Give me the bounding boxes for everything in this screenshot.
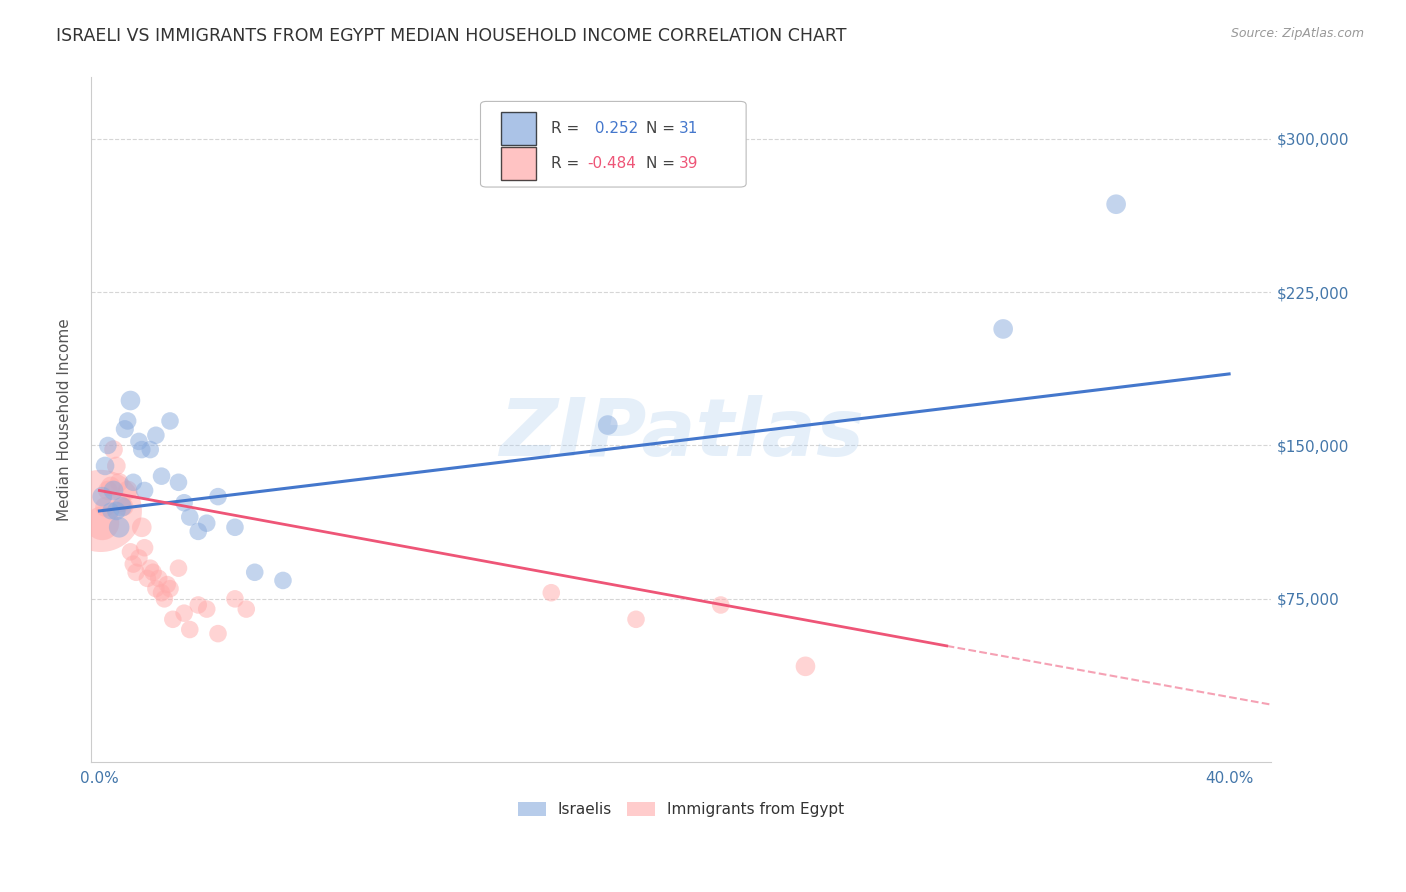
Point: [167, 561, 190, 575]
Point: [150, 585, 173, 599]
Point: [134, 541, 156, 555]
Point: [105, 458, 128, 473]
Point: [243, 566, 266, 580]
Point: [139, 561, 162, 575]
Text: 0.252: 0.252: [591, 121, 638, 136]
Text: ISRAELI VS IMMIGRANTS FROM EGYPT MEDIAN HOUSEHOLD INCOME CORRELATION CHART: ISRAELI VS IMMIGRANTS FROM EGYPT MEDIAN …: [56, 27, 846, 45]
Point: [235, 602, 257, 616]
Point: [97, 438, 120, 452]
Point: [224, 520, 246, 534]
Point: [108, 475, 131, 490]
Y-axis label: Median Household Income: Median Household Income: [58, 318, 72, 521]
Point: [195, 516, 218, 531]
Point: [91, 516, 114, 531]
Point: [173, 496, 195, 510]
Point: [103, 442, 125, 457]
Text: R =: R =: [551, 121, 585, 136]
Point: [134, 483, 156, 498]
Point: [139, 442, 162, 457]
Text: 39: 39: [679, 155, 699, 170]
Point: [148, 571, 170, 585]
Point: [187, 598, 209, 612]
Point: [153, 591, 176, 606]
Point: [156, 577, 179, 591]
Point: [167, 475, 190, 490]
FancyBboxPatch shape: [501, 146, 536, 179]
FancyBboxPatch shape: [501, 112, 536, 145]
Point: [120, 545, 142, 559]
Text: ZIPatlas: ZIPatlas: [499, 394, 863, 473]
Point: [179, 623, 201, 637]
FancyBboxPatch shape: [481, 102, 747, 187]
Point: [131, 442, 153, 457]
Point: [120, 393, 142, 408]
Point: [122, 475, 145, 490]
Point: [117, 483, 139, 498]
Point: [136, 571, 159, 585]
Point: [187, 524, 209, 539]
Point: [114, 422, 136, 436]
Text: N =: N =: [645, 155, 679, 170]
Point: [100, 479, 122, 493]
Point: [142, 566, 165, 580]
Point: [173, 606, 195, 620]
Point: [128, 434, 150, 449]
Point: [179, 510, 201, 524]
Point: [159, 414, 181, 428]
Point: [794, 659, 817, 673]
Point: [131, 520, 153, 534]
Point: [125, 566, 148, 580]
Point: [91, 490, 114, 504]
Point: [97, 483, 120, 498]
Point: [162, 612, 184, 626]
Point: [117, 414, 139, 428]
Point: [103, 483, 125, 498]
Point: [150, 469, 173, 483]
Point: [128, 551, 150, 566]
Point: [271, 574, 294, 588]
Point: [114, 500, 136, 514]
Point: [94, 500, 117, 514]
Text: 31: 31: [679, 121, 699, 136]
Point: [991, 322, 1014, 336]
Point: [111, 500, 134, 514]
Point: [596, 418, 619, 433]
Point: [111, 496, 134, 510]
Point: [90, 504, 112, 518]
Point: [105, 504, 128, 518]
Legend: Israelis, Immigrants from Egypt: Israelis, Immigrants from Egypt: [512, 796, 851, 823]
Point: [100, 504, 122, 518]
Point: [224, 591, 246, 606]
Point: [710, 598, 733, 612]
Text: R =: R =: [551, 155, 585, 170]
Point: [195, 602, 218, 616]
Point: [207, 490, 229, 504]
Point: [1105, 197, 1128, 211]
Point: [94, 458, 117, 473]
Point: [108, 520, 131, 534]
Point: [540, 585, 562, 599]
Point: [145, 428, 167, 442]
Text: Source: ZipAtlas.com: Source: ZipAtlas.com: [1230, 27, 1364, 40]
Point: [207, 626, 229, 640]
Text: N =: N =: [645, 121, 679, 136]
Point: [122, 557, 145, 571]
Point: [159, 582, 181, 596]
Point: [145, 582, 167, 596]
Text: -0.484: -0.484: [586, 155, 636, 170]
Point: [624, 612, 647, 626]
